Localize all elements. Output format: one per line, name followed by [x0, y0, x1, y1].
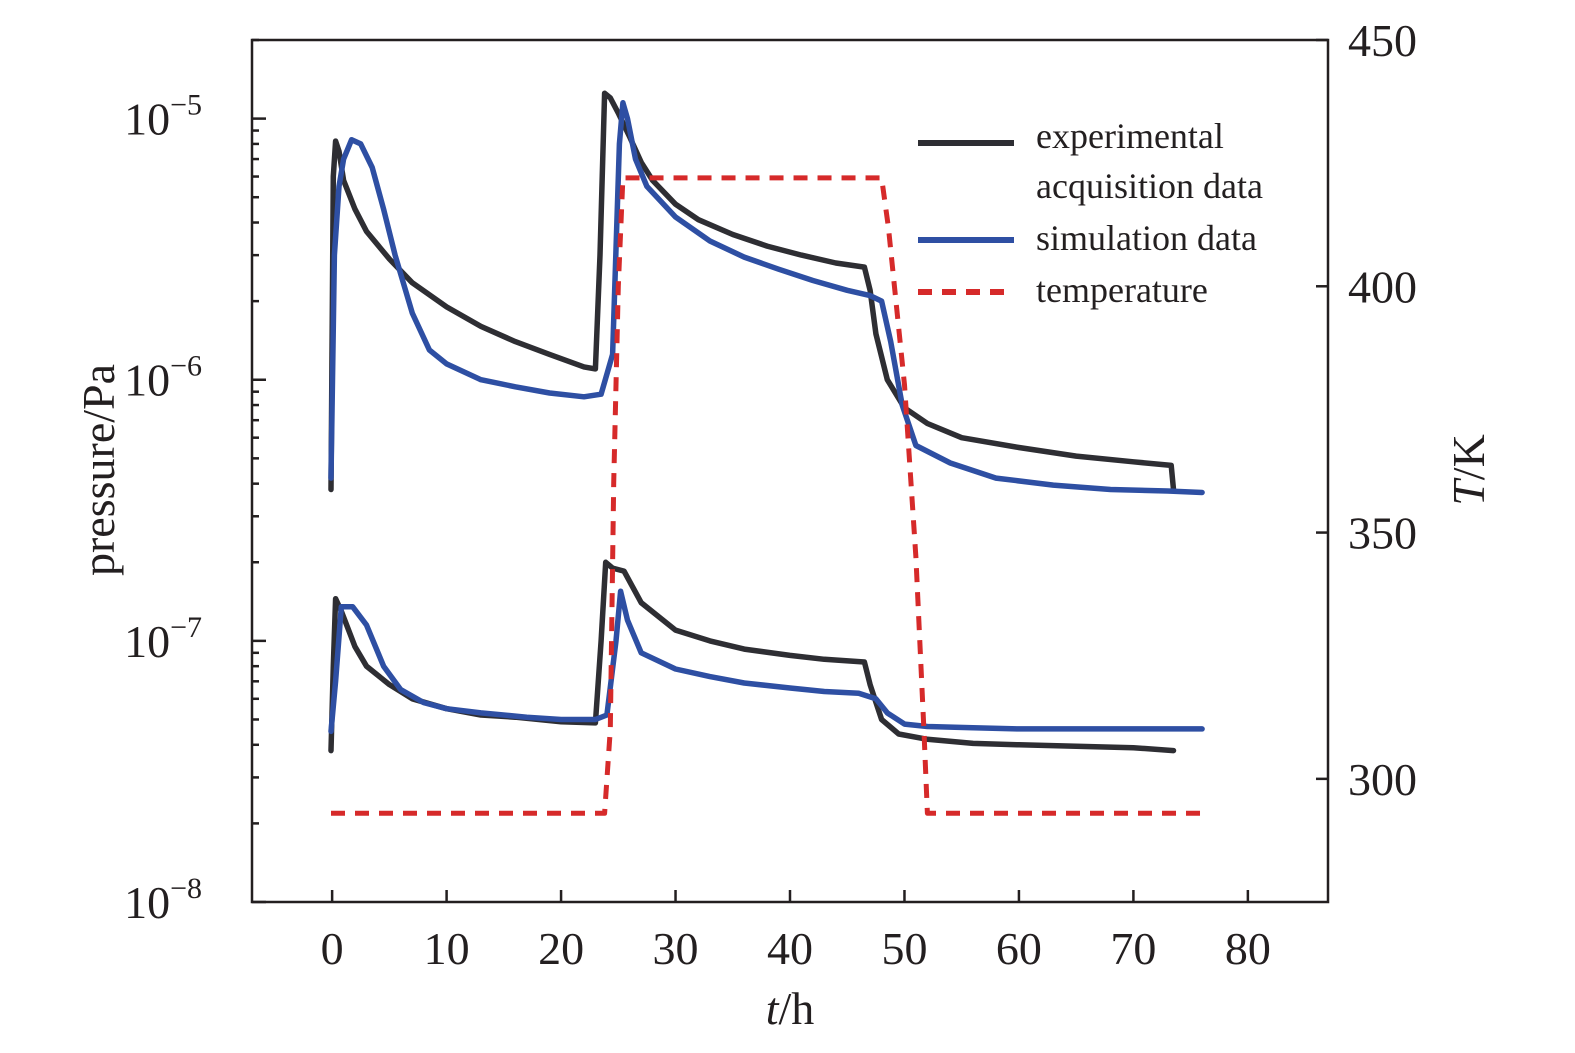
legend-label: experimental [1036, 116, 1224, 156]
y2-tick-label: 350 [1348, 508, 1417, 559]
y-tick-label: 10−8 [124, 872, 202, 928]
y-tick-label: 10−5 [124, 89, 202, 145]
y2-tick-label: 450 [1348, 15, 1417, 66]
series-line-experimental-acquisition-data-1 [328, 559, 1177, 754]
x-tick-label: 60 [996, 923, 1042, 974]
x-tick-label: 10 [424, 923, 470, 974]
y-tick-label: 10−6 [124, 350, 202, 406]
legend-label: acquisition data [1036, 166, 1263, 206]
ticks-layer: 0 10 20 30 40 50 60 70 80 10−8 10−7 10−6 10−5 300 350 4… [124, 15, 1417, 974]
x-tick-label: 30 [653, 923, 699, 974]
series-line-simulation-data-1 [328, 588, 1205, 735]
x-tick-label: 20 [538, 923, 584, 974]
y2-axis-title: T/K [1443, 434, 1494, 506]
series-layer [328, 90, 1205, 816]
y2-tick-label: 300 [1348, 754, 1417, 805]
x-tick-label: 50 [881, 923, 927, 974]
x-axis-title: t/h [766, 983, 815, 1034]
legend-label: simulation data [1036, 218, 1257, 258]
x-tick-label: 80 [1225, 923, 1271, 974]
x-tick-label: 40 [767, 923, 813, 974]
x-tick-label: 0 [321, 923, 344, 974]
x-tick-label: 70 [1110, 923, 1156, 974]
legend-label: temperature [1036, 270, 1208, 310]
legend: experimental acquisition data simulation d… [918, 116, 1263, 310]
y2-tick-label: 400 [1348, 261, 1417, 312]
y-tick-label: 10−7 [124, 611, 202, 667]
y-axis-title: pressure/Pa [73, 364, 124, 576]
